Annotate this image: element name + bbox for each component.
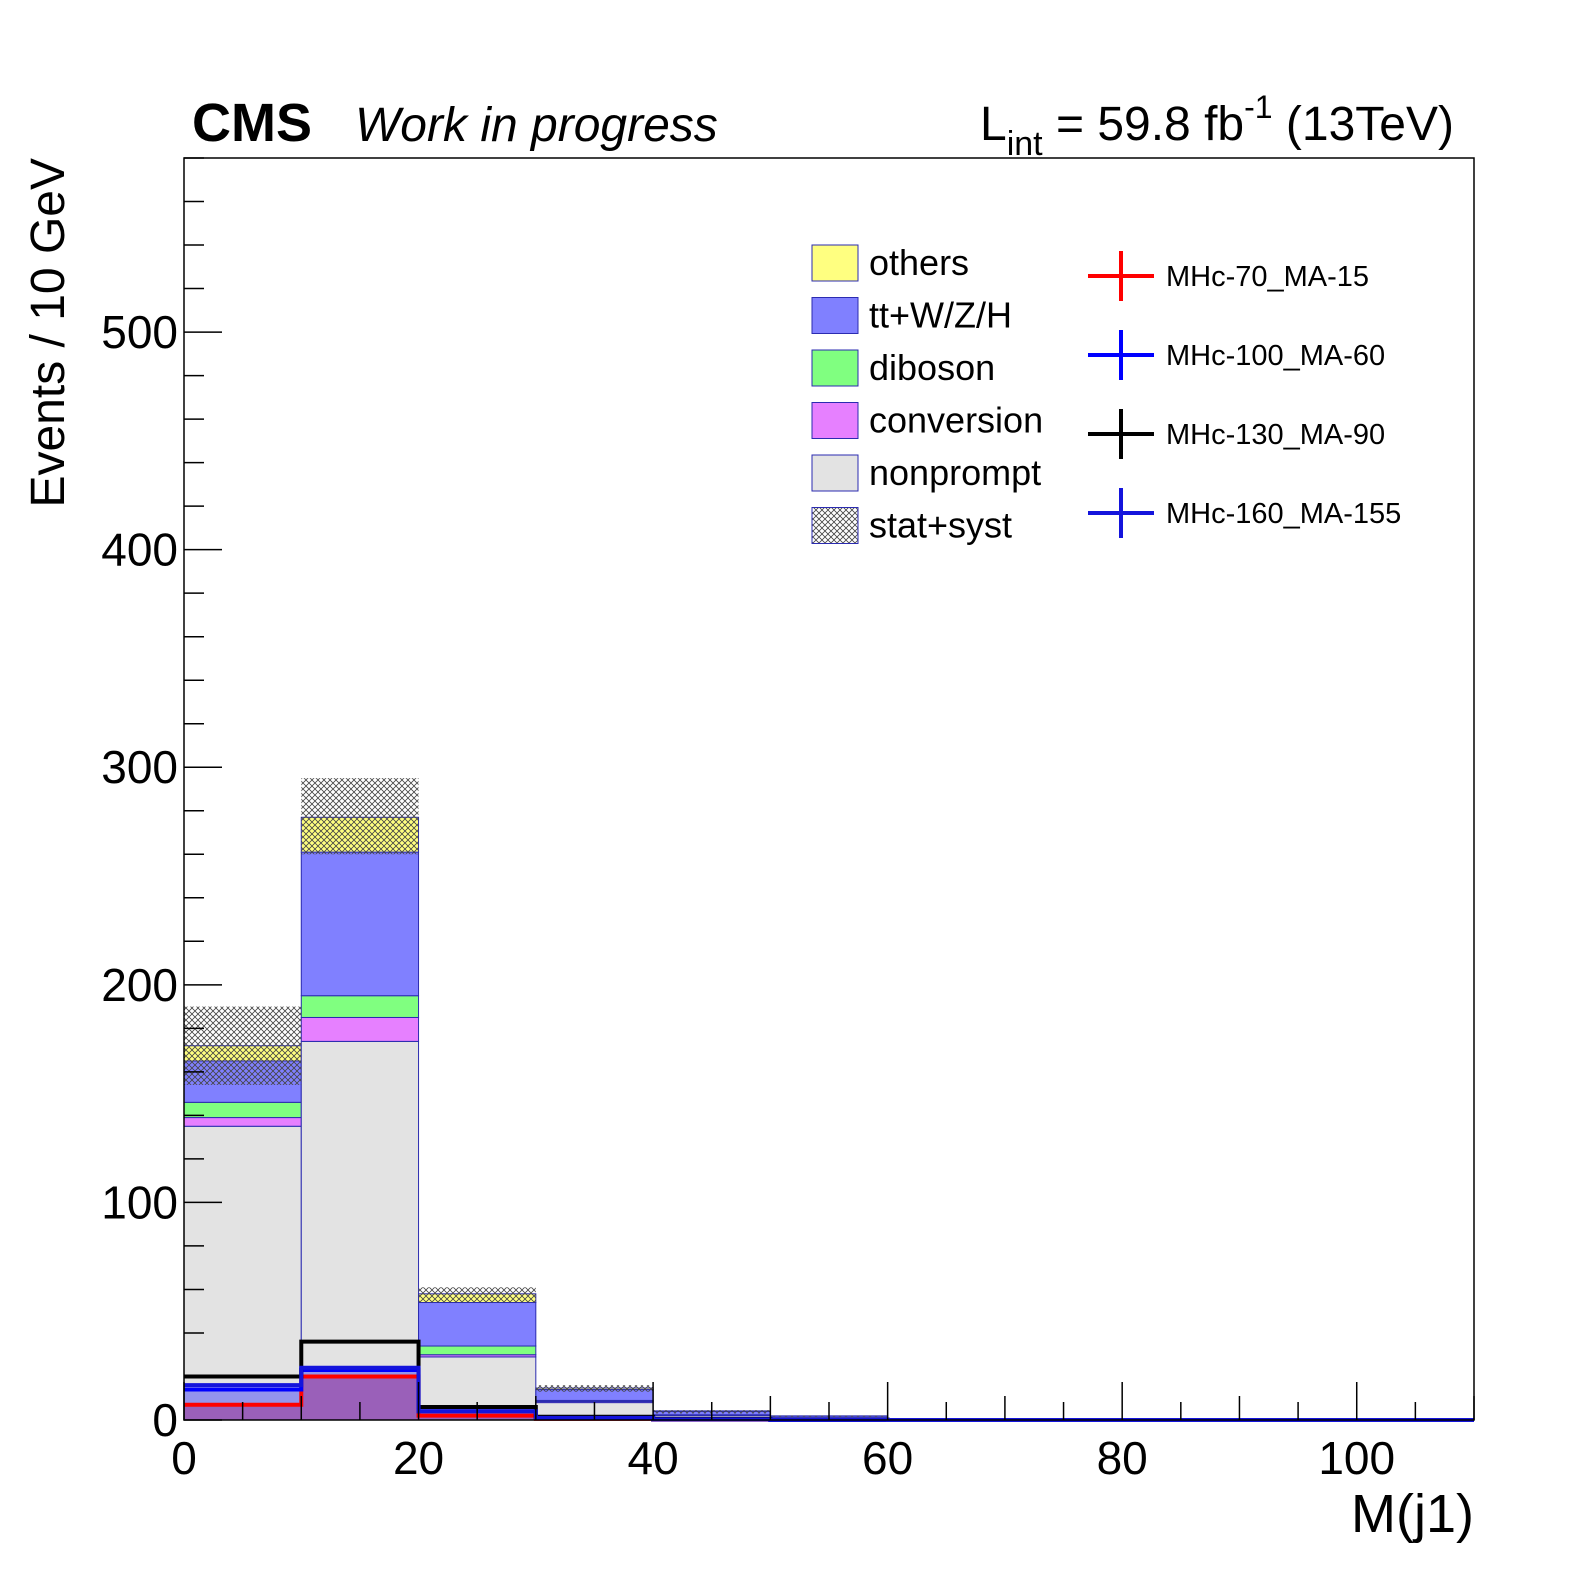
y-axis-label: Events / 10 GeV (22, 158, 75, 508)
x-tick-label-60: 60 (862, 1432, 913, 1484)
histogram-bins (183, 816, 889, 1421)
cms-label: CMS (192, 93, 312, 153)
lumi-L: L (980, 98, 1007, 151)
bin-diboson-1 (300, 995, 420, 1018)
legend-swatch-diboson (811, 349, 859, 387)
legend-label-nonprompt: nonprompt (869, 452, 1041, 493)
y-tick-label-500: 500 (101, 306, 178, 358)
lumi-energy: (13TeV) (1273, 98, 1454, 151)
x-tick-label-100: 100 (1318, 1432, 1395, 1484)
uncertainty-bin-3 (535, 1385, 654, 1392)
legend-label-tt-w-z-h: tt+W/Z/H (869, 295, 1012, 336)
x-tick-label-20: 20 (393, 1432, 444, 1484)
legend-swatch-conversion (811, 402, 859, 439)
legend-swatch-tt-w-z-h (811, 297, 859, 334)
legend-label-mhc-160_ma-155: MHc-160_MA-155 (1166, 498, 1401, 530)
y-tick-label-200: 200 (101, 959, 178, 1011)
axes: 0 20 40 60 80 100 0 100 200 300 400 500 (101, 157, 1475, 1484)
legend-swatch-others (811, 244, 859, 282)
legend-label-mhc-100_ma-60: MHc-100_MA-60 (1166, 340, 1385, 372)
y-tick-label-300: 300 (101, 741, 178, 793)
bin-nonprompt-1 (300, 1040, 420, 1421)
legend-label-diboson: diboson (869, 347, 995, 388)
legend: others tt+W/Z/H diboson conversion nonprompt… (811, 242, 1401, 546)
bin-diboson-2 (418, 1345, 537, 1356)
bin-tt-w-z-h-1 (300, 851, 420, 997)
y-tick-label-0: 0 (152, 1394, 178, 1446)
uncertainty-bin-2 (418, 1287, 536, 1303)
uncertainty-bin-0 (184, 1006, 302, 1085)
lumi-subscript: int (1007, 125, 1043, 163)
bin-tt-w-z-h-2 (418, 1302, 537, 1347)
x-axis-label: M(j1) (1351, 1484, 1474, 1544)
lumi-value: = 59.8 fb (1043, 98, 1245, 151)
status-label: Work in progress (355, 99, 718, 152)
bin-nonprompt-0 (183, 1125, 302, 1421)
legend-label-conversion: conversion (869, 400, 1043, 441)
y-tick-label-100: 100 (101, 1176, 178, 1228)
x-tick-label-0: 0 (171, 1432, 197, 1484)
legend-swatch-stat-syst (811, 507, 859, 544)
legend-label-mhc-70_ma-15: MHc-70_MA-15 (1166, 261, 1369, 293)
lumi-superscript: -1 (1244, 89, 1272, 125)
bin-conversion-1 (300, 1016, 420, 1042)
bin-conversion-0 (183, 1117, 302, 1127)
legend-label-mhc-130_ma-90: MHc-130_MA-90 (1166, 419, 1385, 451)
x-tick-label-40: 40 (628, 1432, 679, 1484)
lumi-label: Lint = 59.8 fb-1 (13TeV) (980, 89, 1454, 163)
y-tick-label-400: 400 (101, 524, 178, 576)
x-tick-label-80: 80 (1097, 1432, 1148, 1484)
uncertainty-bin-1 (301, 778, 419, 855)
legend-label-others: others (869, 242, 969, 283)
legend-label-stat-syst: stat+syst (869, 505, 1012, 546)
legend-swatch-nonprompt (811, 454, 859, 492)
